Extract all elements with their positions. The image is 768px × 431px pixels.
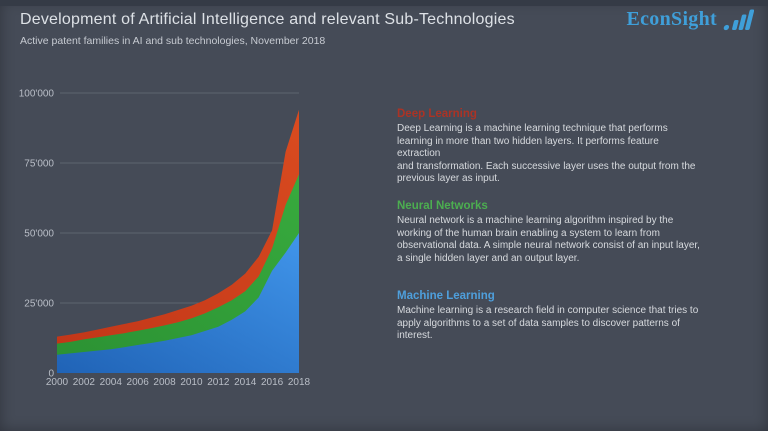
annotation-text-machine-learning: Machine learning is a research field in … <box>397 305 699 341</box>
annotation-text-neural-networks: Neural network is a machine learning alg… <box>397 215 700 264</box>
x-tick-label: 2010 <box>180 377 203 388</box>
top-border-strip <box>0 0 768 6</box>
x-axis-tick-labels: 2000 2002 2004 2006 2008 2010 2012 2014 2016 2018 <box>46 377 311 388</box>
y-tick-label: 75'000 <box>24 159 54 170</box>
page-subtitle: Active patent families in AI and sub tec… <box>20 35 326 47</box>
chart-area-series <box>57 109 299 374</box>
x-tick-label: 2008 <box>153 377 176 388</box>
x-tick-label: 2012 <box>207 377 230 388</box>
x-tick-label: 2016 <box>261 377 284 388</box>
y-tick-label: 0 <box>48 369 54 380</box>
annotation-neural-networks: Neural Networks Neural network is a mach… <box>397 200 703 265</box>
x-tick-label: 2018 <box>288 377 311 388</box>
y-axis-tick-labels: 0 25'000 50'000 75'000 100'000 <box>19 89 55 380</box>
y-tick-label: 50'000 <box>24 229 54 240</box>
x-tick-label: 2014 <box>234 377 257 388</box>
annotation-deep-learning: Deep Learning Deep Learning is a machine… <box>397 108 703 186</box>
logo-text: EconSight <box>626 8 717 30</box>
page-title: Development of Artificial Intelligence a… <box>20 11 515 28</box>
x-tick-label: 2004 <box>100 377 123 388</box>
x-tick-label: 2000 <box>46 377 69 388</box>
econsight-logo: EconSight <box>626 8 754 31</box>
y-tick-label: 25'000 <box>24 299 54 310</box>
annotation-title-deep-learning: Deep Learning <box>397 108 477 120</box>
y-tick-label: 100'000 <box>19 89 55 100</box>
bar-chart-logo-icon <box>723 9 754 30</box>
area-machine-learning <box>57 233 299 373</box>
annotation-title-neural-networks: Neural Networks <box>397 200 488 212</box>
annotation-title-machine-learning: Machine Learning <box>397 290 495 302</box>
x-tick-label: 2002 <box>73 377 96 388</box>
annotation-machine-learning: Machine Learning Machine learning is a r… <box>397 290 703 343</box>
x-tick-label: 2006 <box>127 377 150 388</box>
annotation-text-deep-learning: Deep Learning is a machine learning tech… <box>397 123 696 184</box>
